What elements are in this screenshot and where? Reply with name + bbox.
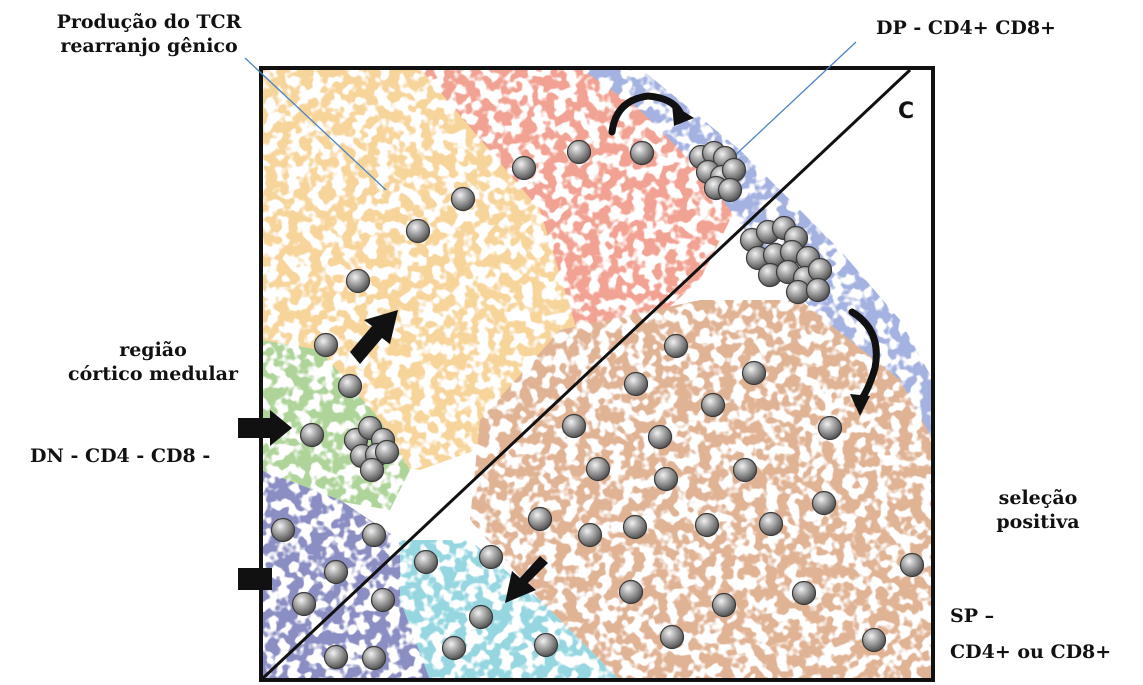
arrow-exit xyxy=(505,556,548,603)
thymocyte-cell-icon xyxy=(577,522,603,548)
thymocyte-cell-icon xyxy=(711,592,737,618)
pointer-line-dp xyxy=(729,41,857,161)
thymocyte-cell-icon xyxy=(405,218,431,244)
thymocyte-cell-icon xyxy=(361,522,387,548)
zone-medulla-brown xyxy=(470,300,933,680)
thymocyte-cell-icon xyxy=(811,490,837,516)
thymocyte-cell-icon xyxy=(899,552,925,578)
tissue-zones xyxy=(261,68,933,680)
thymocyte-cell-icon xyxy=(785,279,811,305)
curved-arrow-right xyxy=(848,308,880,408)
label-tcr: Produção do TCR rearranjo gênico xyxy=(8,10,290,58)
thymocyte-cell-icon xyxy=(313,332,339,358)
thymocyte-cell-icon xyxy=(618,579,644,605)
label-selecao-line1: seleção xyxy=(998,487,1078,509)
migration-arrow-icon xyxy=(238,310,548,603)
curved-arrow-right-head xyxy=(850,394,870,416)
thymocyte-cell-icon xyxy=(817,415,843,441)
thymocyte-cell-icon xyxy=(370,587,396,613)
thymocyte-cell-icon xyxy=(299,422,325,448)
thymocyte-cell-icon xyxy=(441,635,467,661)
thymocyte-cell-icon xyxy=(585,456,611,482)
label-regiao: região córtico medular xyxy=(48,338,258,386)
thymocyte-cell-icon xyxy=(861,627,887,653)
label-dn: DN - CD4 - CD8 - xyxy=(30,445,211,467)
label-sp-line1: SP – xyxy=(950,605,995,627)
thymocyte-cell-icon xyxy=(805,277,831,303)
thymocyte-cell-icon xyxy=(291,591,317,617)
thymocyte-cell-icon xyxy=(323,644,349,670)
thymocyte-cell-icon xyxy=(659,624,685,650)
panel-letter: C xyxy=(898,99,915,124)
curved-arrow-top-head xyxy=(672,104,694,126)
arrow-entry-lower xyxy=(238,568,272,590)
thymocyte-cell-icon xyxy=(337,373,363,399)
thymocyte-cell-icon xyxy=(700,392,726,418)
label-sp: SP – CD4+ ou CD8+ xyxy=(950,604,1111,664)
zone-cortex-red xyxy=(420,68,740,350)
thymocyte-cell-icon xyxy=(758,511,784,537)
thymocyte-cell-icon xyxy=(361,645,387,671)
thymocyte-cell-icon xyxy=(623,371,649,397)
label-dp: DP - CD4+ CD8+ xyxy=(876,17,1056,39)
thymocyte-cell-icon xyxy=(791,580,817,606)
thymocyte-cell-icon xyxy=(478,544,504,570)
label-sp-line2: CD4+ ou CD8+ xyxy=(950,641,1112,663)
thymocyte-cell-icon xyxy=(717,177,743,203)
thymocyte-cell-icon xyxy=(533,632,559,658)
label-regiao-line2: córtico medular xyxy=(68,363,238,385)
diagonal-divider xyxy=(259,68,912,682)
arrow-entry-upper xyxy=(238,410,292,446)
thymocyte-cell-icon xyxy=(694,512,720,538)
label-tcr-line1: Produção do TCR xyxy=(56,11,242,33)
thymocyte-cell-icon xyxy=(374,439,400,465)
thymocyte-cell-icon xyxy=(653,466,679,492)
thymocyte-cell-icon xyxy=(527,506,553,532)
thymocyte-cell-icon xyxy=(270,517,296,543)
thymocyte-cell-icon xyxy=(721,157,747,183)
label-tcr-line2: rearranjo gênico xyxy=(60,35,238,57)
thymocyte-cell-icon xyxy=(468,604,494,630)
pointer-line-tcr xyxy=(244,57,387,191)
thymocyte-cell-icon xyxy=(413,549,439,575)
thymocyte-cell-icon xyxy=(663,333,689,359)
thymocyte-cell-icon xyxy=(629,140,655,166)
thymocyte-cell-icon xyxy=(647,424,673,450)
thymocyte-cells xyxy=(270,139,925,671)
thymocyte-cell-icon xyxy=(732,457,758,483)
thymocyte-cell-icon xyxy=(807,257,833,283)
thymocyte-cell-icon xyxy=(561,413,587,439)
thymocyte-cell-icon xyxy=(345,268,371,294)
label-selecao: seleção positiva xyxy=(958,486,1118,534)
arrow-outward xyxy=(350,310,398,364)
label-selecao-line2: positiva xyxy=(996,511,1080,533)
thymocyte-cell-icon xyxy=(450,186,476,212)
thymocyte-cell-icon xyxy=(741,360,767,386)
curved-arrow-icon xyxy=(608,92,880,408)
label-regiao-line1: região xyxy=(119,339,187,361)
curved-arrow-top xyxy=(608,92,684,136)
thymocyte-cell-icon xyxy=(359,457,385,483)
thymocyte-cell-icon xyxy=(323,559,349,585)
thymocyte-cell-icon xyxy=(511,155,537,181)
panel-frame xyxy=(259,66,935,682)
thymocyte-cell-icon xyxy=(566,139,592,165)
thymocyte-cell-icon xyxy=(622,514,648,540)
